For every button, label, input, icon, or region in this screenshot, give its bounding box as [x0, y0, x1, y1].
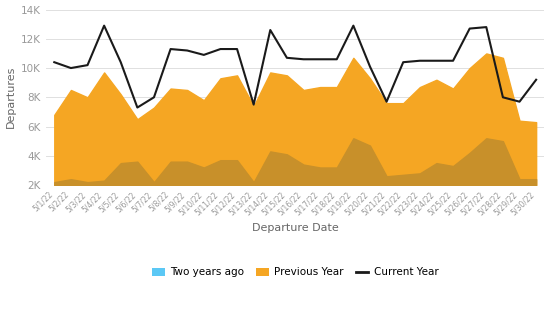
Y-axis label: Departures: Departures — [6, 66, 15, 129]
X-axis label: Departure Date: Departure Date — [252, 222, 339, 232]
Legend: Two years ago, Previous Year, Current Year: Two years ago, Previous Year, Current Ye… — [148, 263, 443, 282]
